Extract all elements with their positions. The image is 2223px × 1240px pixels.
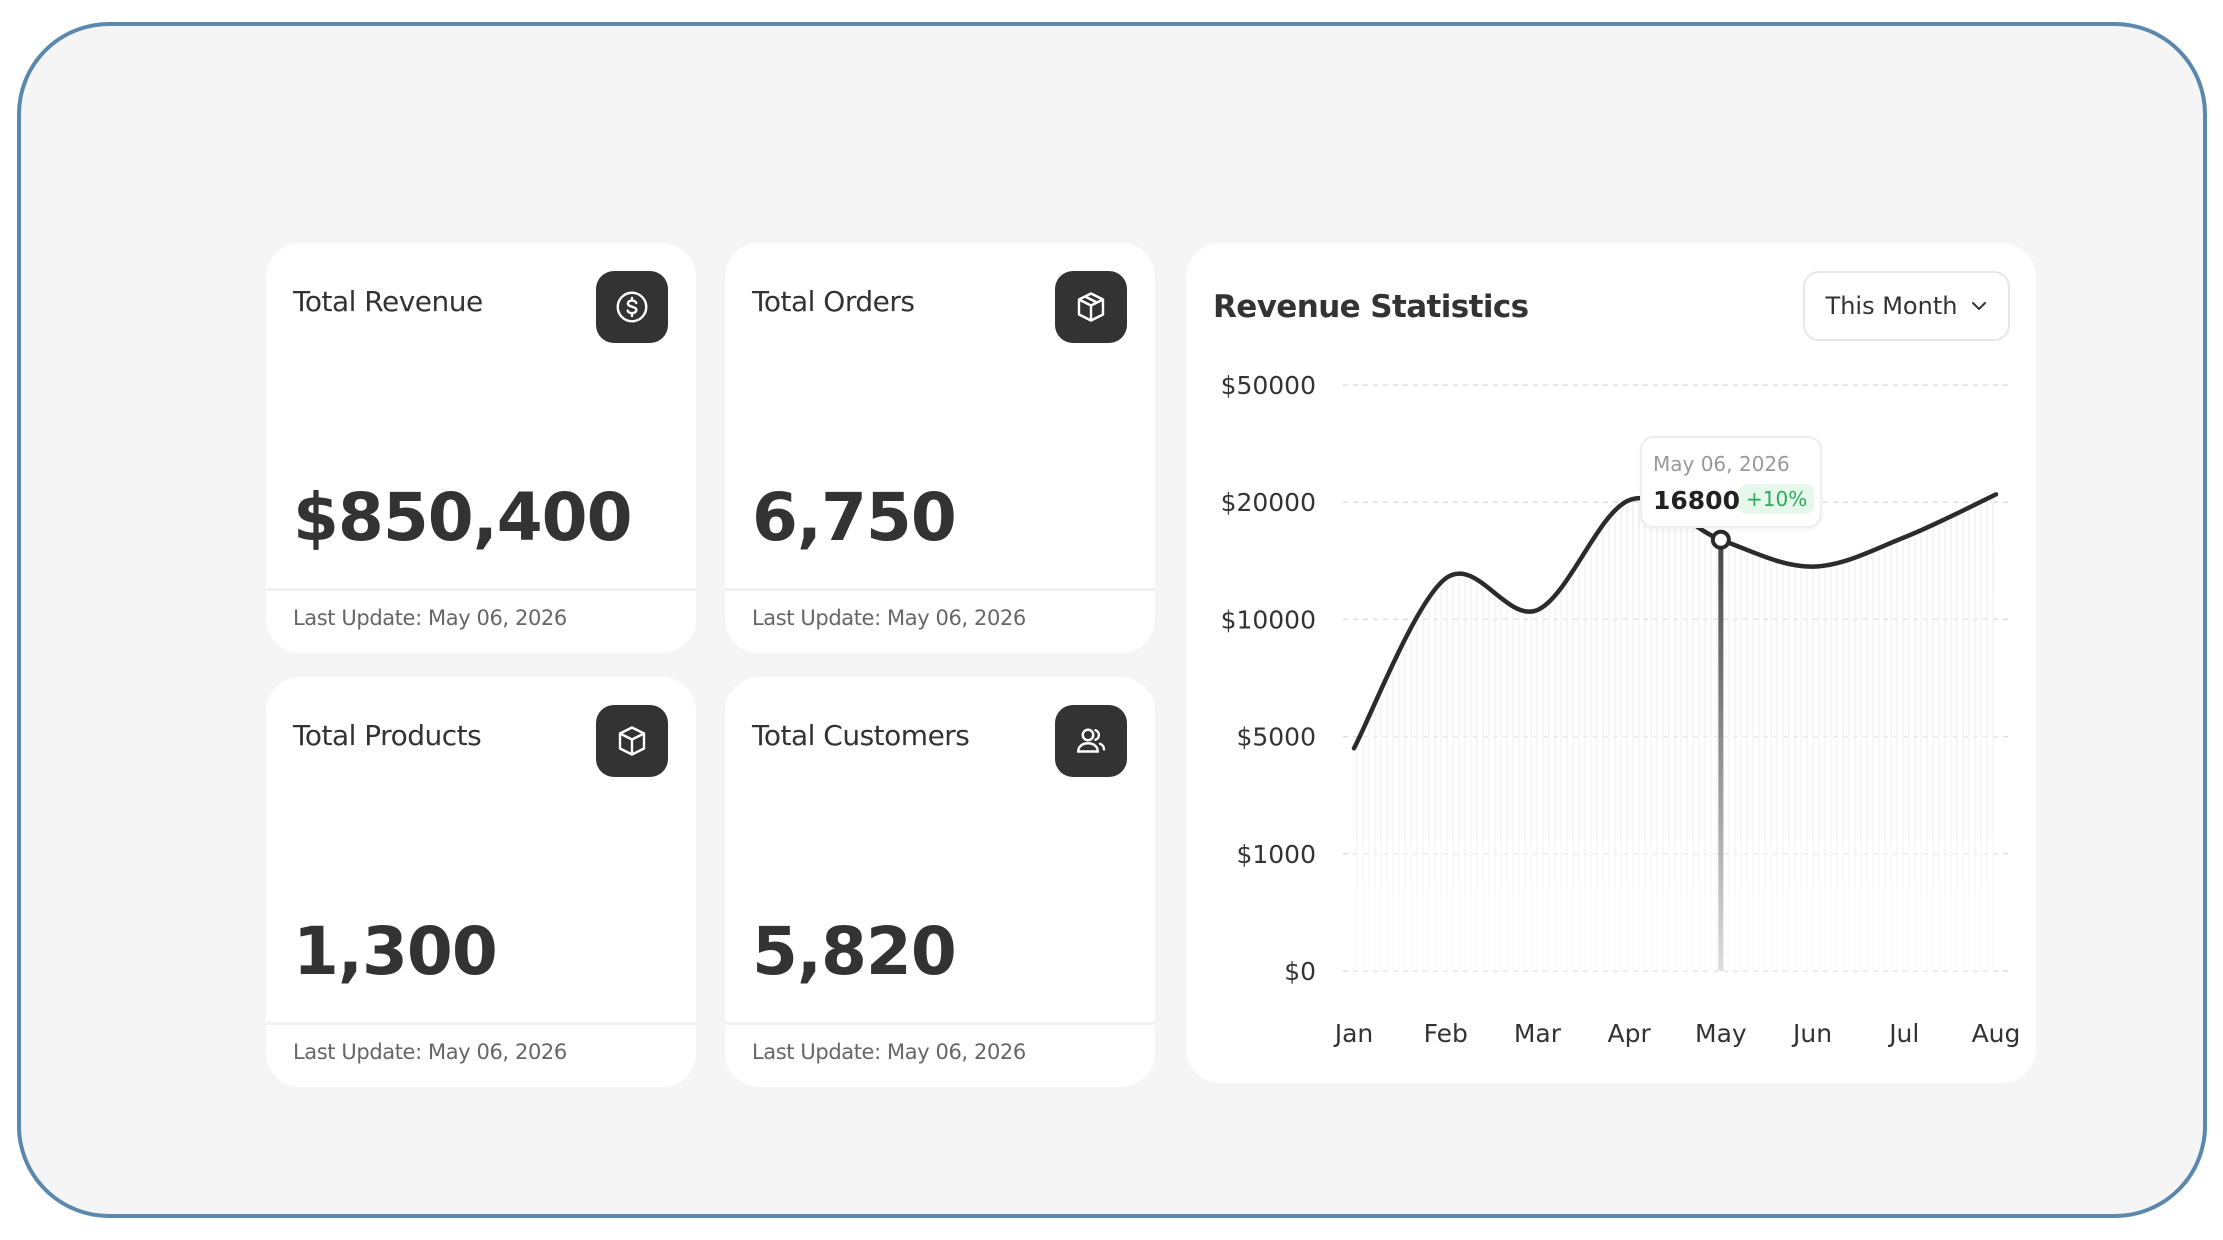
card-total-customers: Total Customers 5,820 Last Update: May 0… — [725, 677, 1155, 1087]
box-icon — [1077, 292, 1105, 322]
x-tick-label: Apr — [1608, 1019, 1652, 1048]
card-divider — [725, 1022, 1155, 1025]
revenue-line-chart[interactable]: $50000 $20000 $10000 $5000 $1000 $0 Jan Feb Mar A… — [1186, 243, 2036, 1083]
card-title: Total Revenue — [293, 285, 483, 318]
period-dropdown[interactable]: This Month — [1803, 271, 2010, 341]
card-value: 6,750 — [752, 479, 957, 556]
tooltip-date: May 06, 2026 — [1653, 452, 1790, 476]
area-layer — [1354, 494, 1996, 971]
y-tick-label: $5000 — [1236, 723, 1316, 752]
x-tick-label: May — [1695, 1019, 1747, 1048]
dollar-circle-icon — [616, 291, 648, 323]
card-divider — [266, 588, 696, 591]
y-tick-label: $10000 — [1221, 605, 1316, 634]
card-value: 5,820 — [752, 913, 957, 990]
tooltip-change-badge: +10% — [1739, 484, 1815, 514]
revenue-statistics-card: Revenue Statistics This Month $50000 $200… — [1186, 243, 2036, 1083]
series-line — [1351, 492, 1999, 751]
x-tick-label: Jun — [1791, 1019, 1832, 1048]
data-point[interactable] — [1898, 531, 1910, 543]
area-fade — [1354, 494, 1996, 971]
data-point[interactable] — [1440, 572, 1452, 584]
x-tick-label: Jan — [1333, 1019, 1374, 1048]
card-value: $850,400 — [293, 479, 633, 556]
chevron-down-icon — [1972, 302, 1987, 311]
x-tick-label: Jul — [1887, 1019, 1919, 1048]
x-tick-label: Mar — [1514, 1019, 1562, 1048]
card-value: 1,300 — [293, 913, 498, 990]
data-point[interactable] — [1623, 494, 1635, 506]
card-total-orders: Total Orders 6,750 Last Update: May 06, … — [725, 243, 1155, 653]
revenue-icon-button[interactable] — [596, 271, 668, 343]
card-last-update: Last Update: May 06, 2026 — [293, 606, 567, 630]
data-point[interactable] — [1531, 604, 1543, 616]
products-icon-button[interactable] — [596, 705, 668, 777]
x-tick-label: Feb — [1424, 1019, 1468, 1048]
card-last-update: Last Update: May 06, 2026 — [752, 1040, 1026, 1064]
highlight-point[interactable] — [1710, 529, 1731, 550]
tooltip-value: 16800 — [1653, 486, 1740, 515]
users-icon — [1077, 728, 1106, 753]
x-tick-label: Aug — [1972, 1019, 2021, 1048]
y-tick-label: $20000 — [1221, 488, 1316, 517]
chart-title: Revenue Statistics — [1213, 289, 1529, 325]
tick-layer: $50000 $20000 $10000 $5000 $1000 $0 Jan Feb Mar A… — [1221, 371, 2021, 1048]
line-layer — [1348, 488, 2002, 971]
box-icon — [618, 726, 646, 756]
card-title: Total Orders — [752, 285, 915, 318]
card-divider — [266, 1022, 696, 1025]
card-total-revenue: Total Revenue $850,400 Last Update: May … — [266, 243, 696, 653]
y-tick-label: $0 — [1284, 957, 1316, 986]
customers-icon-button[interactable] — [1055, 705, 1127, 777]
data-point[interactable] — [1990, 488, 2002, 500]
y-tick-label: $50000 — [1221, 371, 1316, 400]
card-divider — [725, 588, 1155, 591]
data-point[interactable] — [1807, 561, 1819, 573]
chart-tooltip: May 06, 2026 16800 +10% — [1640, 436, 1822, 528]
orders-icon-button[interactable] — [1055, 271, 1127, 343]
card-title: Total Products — [293, 719, 482, 752]
y-tick-label: $1000 — [1236, 840, 1316, 869]
data-point[interactable] — [1348, 742, 1360, 754]
card-title: Total Customers — [752, 719, 970, 752]
card-total-products: Total Products 1,300 Last Update: May 06… — [266, 677, 696, 1087]
period-dropdown-label: This Month — [1825, 292, 1958, 320]
highlight-marker-line — [1718, 539, 1724, 971]
card-last-update: Last Update: May 06, 2026 — [752, 606, 1026, 630]
card-last-update: Last Update: May 06, 2026 — [293, 1040, 567, 1064]
